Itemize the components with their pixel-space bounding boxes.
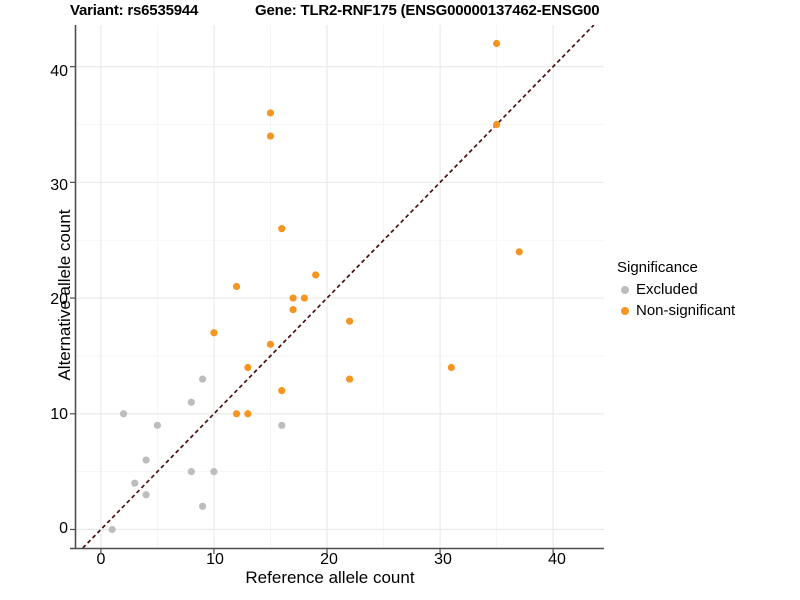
data-point[interactable] <box>199 375 207 383</box>
data-point[interactable] <box>266 340 275 348</box>
data-point[interactable] <box>210 329 218 337</box>
x-tick-label: 10 <box>206 551 224 568</box>
data-point[interactable] <box>199 502 207 510</box>
data-point[interactable] <box>119 410 128 418</box>
y-tick-label: 10 <box>50 406 68 423</box>
data-point[interactable] <box>232 282 241 291</box>
data-point[interactable] <box>244 363 252 372</box>
legend-item-label: Excluded <box>636 281 698 298</box>
figure-title-band: Variant: rs6535944 Gene: TLR2-RNF175 (EN… <box>0 0 800 26</box>
y-tick-label: 40 <box>50 63 68 80</box>
x-tick-label: 30 <box>434 551 452 568</box>
x-tick-label: 20 <box>320 551 338 568</box>
x-axis-tick-labels: 0 10 20 30 40 <box>0 552 800 576</box>
legend-dot-icon <box>617 282 633 298</box>
data-point[interactable] <box>278 225 286 233</box>
data-point[interactable] <box>187 468 195 476</box>
identity-reference-line <box>82 25 595 548</box>
legend-dot-icon <box>617 303 633 319</box>
data-point[interactable] <box>210 468 218 476</box>
y-tick-label: 30 <box>50 177 68 194</box>
data-point[interactable] <box>492 39 501 48</box>
panel-background <box>76 25 604 548</box>
gene-title: Gene: TLR2-RNF175 (ENSG00000137462-ENSG0… <box>255 2 600 19</box>
data-point[interactable] <box>232 410 241 418</box>
legend-title: Significance <box>617 259 698 276</box>
legend-item-excluded[interactable]: Excluded <box>617 279 797 300</box>
data-point[interactable] <box>142 456 150 464</box>
data-point[interactable] <box>278 421 286 429</box>
legend-item-label: Non-significant <box>636 302 736 319</box>
data-point[interactable] <box>153 421 162 429</box>
data-point[interactable] <box>289 294 297 302</box>
data-point[interactable] <box>346 375 354 383</box>
data-point[interactable] <box>142 491 150 499</box>
y-tick-label: 0 <box>59 520 68 537</box>
data-point[interactable] <box>300 294 308 302</box>
data-point[interactable] <box>312 271 320 279</box>
data-point[interactable] <box>244 410 252 418</box>
data-point[interactable] <box>131 479 139 487</box>
point-series-excluded <box>108 375 286 534</box>
data-point[interactable] <box>447 363 455 372</box>
y-axis-title: Alternative allele count <box>55 209 74 381</box>
point-series-non-significant <box>210 39 523 418</box>
data-point[interactable] <box>266 132 275 140</box>
data-point[interactable] <box>346 317 354 325</box>
y-tick-label: 20 <box>50 291 68 308</box>
data-point[interactable] <box>515 248 523 256</box>
grid-major <box>76 25 604 548</box>
y-axis-tick-labels: 0 10 20 30 40 <box>22 0 68 600</box>
data-point[interactable] <box>266 109 275 117</box>
x-tick-label: 0 <box>96 551 106 568</box>
plot-panel <box>76 25 604 548</box>
data-point[interactable] <box>187 398 195 406</box>
data-point[interactable] <box>108 525 116 534</box>
data-point[interactable] <box>492 120 501 129</box>
variant-title: Variant: rs6535944 <box>70 2 199 19</box>
plot-canvas <box>76 25 604 548</box>
x-axis-title: Reference allele count <box>245 568 415 587</box>
x-tick-label: 40 <box>548 551 566 568</box>
data-point[interactable] <box>278 387 286 395</box>
data-point[interactable] <box>289 306 297 314</box>
legend-item-non-significant[interactable]: Non-significant <box>617 300 797 321</box>
legend: Significance Excluded Non-significant <box>617 259 797 321</box>
